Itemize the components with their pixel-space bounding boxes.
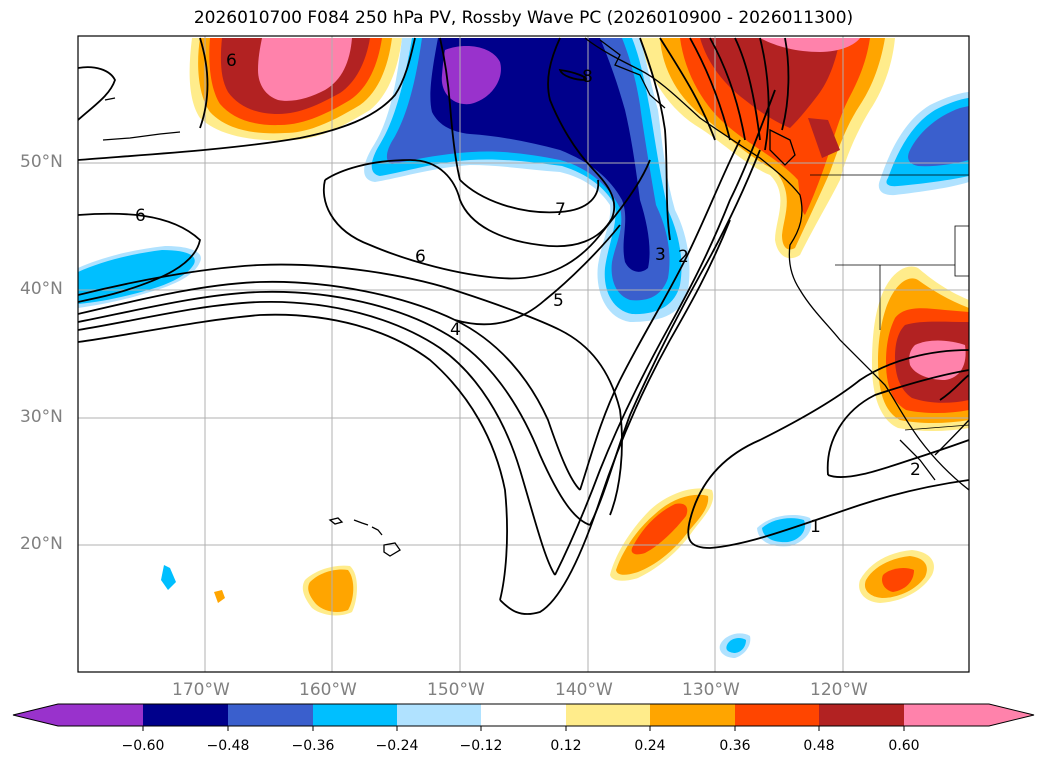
lon-label: 140°W [555,680,613,700]
colorbar-segment [228,704,313,726]
lon-label: 120°W [810,680,868,700]
map-title: 2026010700 F084 250 hPa PV, Rossby Wave … [193,8,854,28]
contour-label: 2 [678,247,689,267]
contour-label: 2 [910,460,921,480]
lat-label: 40°N [20,279,63,299]
contour-label: 3 [655,245,666,265]
colorbar-tick-label: 0.48 [803,738,835,754]
colorbar-tick-label: 0.12 [550,738,582,754]
colorbar [12,703,1035,731]
lon-label: 150°W [427,680,485,700]
contour-label: 4 [450,320,461,340]
borders [810,174,969,431]
colorbar-segment [481,704,566,726]
contour-label: 1 [810,517,821,537]
colorbar-segment [13,704,143,726]
lat-label: 20°N [20,534,63,554]
colorbar-tick-label: −0.48 [206,738,250,754]
colorbar-segment [566,704,650,726]
lat-label: 30°N [20,407,63,427]
colorbar-segment [819,704,904,726]
anomaly-shading [78,38,969,658]
colorbar-segment [735,704,819,726]
colorbar-tick-label: −0.36 [291,738,335,754]
lat-label: 50°N [20,152,63,172]
lon-label: 170°W [172,680,230,700]
colorbar-tick-label: −0.60 [121,738,165,754]
colorbar-segment [397,704,481,726]
coastlines [102,37,969,557]
contour-label: 6 [415,247,426,267]
contour-label: 7 [555,200,566,220]
contour-label: 6 [135,206,146,226]
lon-label: 160°W [299,680,357,700]
pv-contours [78,37,969,615]
colorbar-segment [143,704,228,726]
contour-label: 6 [226,51,237,71]
colorbar-tick-label: −0.24 [375,738,419,754]
colorbar-tick-label: 0.36 [719,738,751,754]
colorbar-tick-label: −0.12 [459,738,503,754]
colorbar-segment [904,704,1034,726]
lon-label: 130°W [682,680,740,700]
map-frame [77,35,970,673]
colorbar-segment [650,704,735,726]
contour-label: 5 [553,291,564,311]
colorbar-segment [313,704,397,726]
contour-label: 8 [582,67,593,87]
colorbar-tick-label: 0.60 [888,738,920,754]
colorbar-tick-label: 0.24 [634,738,666,754]
contour-labels: 6 6 7 6 5 4 3 2 2 1 8 [135,51,921,537]
